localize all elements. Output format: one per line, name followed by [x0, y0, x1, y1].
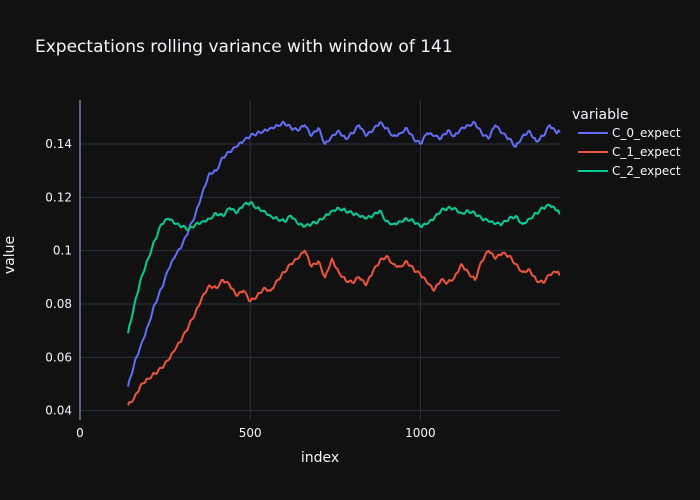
legend-item-C_2_expect[interactable]: C_2_expect	[578, 164, 681, 178]
y-axis-title: value	[2, 236, 18, 274]
series-layer	[127, 120, 561, 406]
y-tick-label: 0.1	[53, 244, 72, 258]
legend-label: C_2_expect	[612, 164, 681, 178]
y-tick-label: 0.14	[45, 137, 72, 151]
legend-label: C_0_expect	[612, 126, 681, 140]
legend-items[interactable]: C_0_expect C_1_expect C_2_expect	[578, 126, 681, 178]
x-axis-title: index	[301, 450, 339, 466]
y-tick-label: 0.12	[45, 190, 72, 204]
y-tick-label: 0.04	[45, 404, 72, 418]
legend-label: C_1_expect	[612, 145, 681, 159]
series-line-C_0_expect[interactable]	[127, 120, 561, 387]
tick-layer: 0.04 0.06 0.08 0.1 0.12 0.14 0 500 1000	[45, 137, 435, 440]
legend-item-C_1_expect[interactable]: C_1_expect	[578, 145, 681, 159]
y-tick-label: 0.06	[45, 350, 72, 364]
series-line-C_2_expect[interactable]	[127, 201, 561, 334]
y-tick-label: 0.08	[45, 297, 72, 311]
grid-layer	[79, 100, 560, 420]
legend-title: variable	[572, 107, 628, 123]
x-tick-label: 500	[239, 426, 262, 440]
x-tick-label: 1000	[405, 426, 436, 440]
chart-title: Expectations rolling variance with windo…	[35, 37, 453, 57]
x-tick-label: 0	[76, 426, 84, 440]
legend[interactable]: variable C_0_expect C_1_expect C_2_expect	[572, 107, 681, 178]
legend-item-C_0_expect[interactable]: C_0_expect	[578, 126, 681, 140]
series-line-C_1_expect[interactable]	[127, 249, 561, 406]
